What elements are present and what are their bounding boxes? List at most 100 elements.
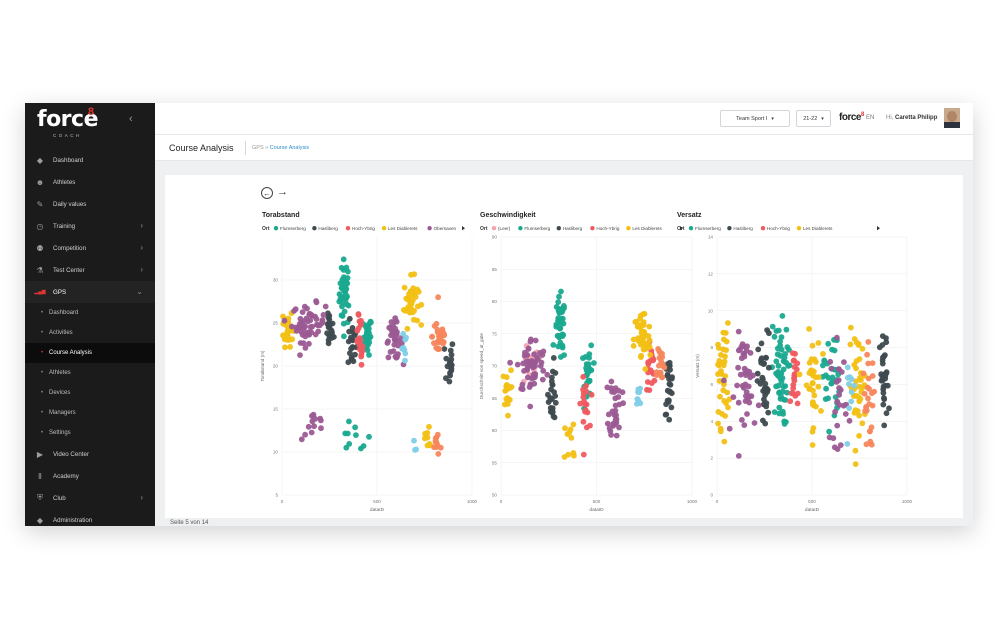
sidebar-subitem-dashboard[interactable]: • Dashboard [25, 303, 155, 323]
sidebar-item-administration[interactable]: ◆ Administration [25, 509, 155, 526]
scatter-point [535, 356, 541, 363]
sidebar-item-competition[interactable]: ⚉ Competition › [25, 237, 155, 259]
scatter-point [782, 397, 789, 403]
sidebar-item-club[interactable]: ⛨ Club › [25, 487, 155, 509]
y-tick-label: 20 [273, 364, 279, 369]
y-tick-label: 70 [492, 364, 498, 369]
flask-icon: ⚗ [36, 265, 44, 275]
scatter-point [297, 340, 304, 346]
forward-arrow-icon[interactable]: → [277, 186, 288, 198]
legend-next-icon [680, 226, 683, 231]
scatter-point [307, 324, 314, 330]
bullet-icon: • [41, 370, 44, 376]
scatter-point [433, 320, 440, 327]
scatter-point [788, 390, 795, 397]
force8-logo[interactable]: force 8 COACH [37, 106, 117, 141]
scatter-point [441, 346, 448, 352]
scatter-point [638, 328, 645, 335]
scatter-point [765, 364, 772, 371]
chevron-left-icon[interactable]: ‹ [129, 113, 133, 125]
scatter-point [845, 381, 852, 387]
sidebar-item-dashboard[interactable]: ◆ Dashboard [25, 149, 155, 171]
scatter-point [538, 359, 545, 366]
scatter-point [630, 336, 637, 343]
season-select[interactable]: 21-22 ▾ [796, 110, 831, 127]
user-greeting[interactable]: Hi, Caretta Philipp [886, 115, 937, 121]
scatter-point [846, 417, 853, 424]
scatter-point [580, 373, 587, 380]
scatter-point [668, 404, 675, 411]
scatter-point [385, 354, 392, 361]
scatter-point [742, 398, 749, 404]
scatter-point [778, 334, 785, 341]
report-nav: ← → [261, 187, 288, 199]
sidebar-item-gps[interactable]: ▂▄▆ GPS ⌄ [25, 281, 155, 303]
breadcrumb-root[interactable]: GPS [252, 145, 264, 151]
sidebar-subitem-devices[interactable]: • Devices [25, 383, 155, 403]
sidebar-subitem-settings[interactable]: • Settings [25, 423, 155, 443]
team-select-label: Team Sport I [736, 115, 768, 122]
legend-label: Les Diablerets [632, 226, 662, 231]
y-tick-label: 15 [273, 407, 279, 412]
scatter-point [666, 359, 673, 366]
scatter-point [790, 381, 797, 388]
scatter-point [366, 325, 372, 332]
scatter-point [737, 371, 744, 378]
scatter-point [648, 380, 655, 386]
sidebar-item-test-center[interactable]: ⚗ Test Center › [25, 259, 155, 281]
scatter-point [879, 360, 886, 367]
scatter-point [365, 330, 371, 337]
sidebar-item-training[interactable]: ◷ Training › [25, 215, 155, 237]
scatter-point [340, 320, 347, 327]
scatter-point [775, 363, 782, 369]
scatter-point [741, 353, 748, 360]
scatter-point [548, 386, 554, 393]
scatter-point [775, 327, 782, 334]
scatter-point [282, 344, 288, 351]
x-tick-label: 1000 [902, 499, 913, 504]
scatter-point [879, 342, 886, 348]
sidebar-subitem-course-analysis[interactable]: • Course Analysis [25, 343, 155, 363]
sidebar-item-label: Training [53, 222, 76, 230]
back-arrow-icon[interactable]: ← [261, 187, 273, 199]
sidebar-item-athletes[interactable]: ☻ Athletes [25, 171, 155, 193]
x-tick-label: 1000 [467, 499, 478, 504]
chevron-down-icon: ▾ [771, 115, 774, 122]
scatter-point [823, 385, 829, 392]
sidebar-item-video-center[interactable]: ▶ Video Center [25, 443, 155, 465]
diamond-icon: ◆ [36, 515, 44, 525]
scatter-point [793, 366, 800, 373]
diamond-icon: ◆ [36, 155, 44, 165]
scatter-point [580, 418, 587, 425]
scatter-point [346, 328, 352, 335]
sidebar-item-daily-values[interactable]: ✎ Daily values [25, 193, 155, 215]
sidebar-subitem-label: Activities [49, 330, 73, 336]
scatter-point [779, 375, 786, 381]
sidebar-item-label: Club [53, 494, 66, 502]
sidebar-item-academy[interactable]: Ⅱ Academy [25, 465, 155, 487]
scatter-point [825, 340, 832, 347]
language-switch[interactable]: EN [866, 115, 875, 121]
scatter-point [779, 388, 786, 395]
scatter-point [836, 402, 843, 408]
legend-label: Obersaxen [434, 226, 457, 231]
x-tick-label: 0 [500, 499, 503, 504]
scatter-point [751, 420, 758, 426]
sidebar-subitem-athletes[interactable]: • Athletes [25, 363, 155, 383]
sidebar-subitem-activities[interactable]: • Activities [25, 323, 155, 343]
y-tick-label: 6 [710, 382, 713, 387]
team-select[interactable]: Team Sport I ▾ [720, 110, 790, 127]
logo-sup: 8 [88, 106, 95, 118]
header-logo[interactable]: force8 [839, 112, 864, 123]
scatter-point [854, 408, 861, 414]
sidebar-subitem-managers[interactable]: • Managers [25, 403, 155, 423]
scatter-point [847, 341, 854, 348]
scatter-point [609, 388, 615, 395]
avatar[interactable] [944, 108, 960, 128]
x-tick-label: 0 [281, 499, 284, 504]
books-icon: Ⅱ [38, 471, 42, 481]
scatter-point [556, 333, 563, 339]
scatter-point [588, 342, 595, 349]
scatter-point [779, 313, 786, 319]
